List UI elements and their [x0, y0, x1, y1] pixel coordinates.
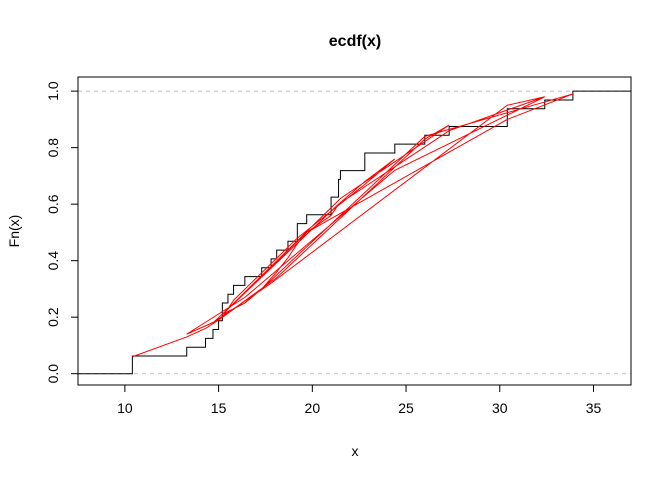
- plot-frame: [77, 76, 632, 386]
- ecdf-step-line: [78, 90, 631, 375]
- y-axis-label: Fn(x): [6, 215, 22, 248]
- red-overlay-series: [132, 93, 574, 358]
- y-tick-label: 0.8: [45, 138, 61, 158]
- reference-lines: [78, 90, 631, 375]
- y-tick-label: 0.0: [45, 364, 61, 384]
- x-tick-label: 10: [117, 400, 133, 416]
- x-axis-label: x: [352, 443, 359, 459]
- red-overlay-line: [132, 93, 574, 358]
- ecdf-series: [78, 90, 631, 375]
- x-tick-label: 30: [492, 400, 508, 416]
- y-tick-label: 0.4: [45, 251, 61, 271]
- y-axis: 0.0 0.2 0.4 0.6 0.8 1.0: [45, 81, 79, 384]
- y-tick-label: 1.0: [45, 81, 61, 101]
- x-tick-label: 20: [305, 400, 321, 416]
- chart-title: ecdf(x): [329, 33, 381, 50]
- x-tick-label: 15: [211, 400, 227, 416]
- x-axis: 10 15 20 25 30 35: [117, 384, 602, 416]
- x-tick-label: 25: [398, 400, 414, 416]
- x-tick-label: 35: [586, 400, 602, 416]
- y-tick-label: 0.6: [45, 194, 61, 214]
- y-tick-label: 0.2: [45, 307, 61, 327]
